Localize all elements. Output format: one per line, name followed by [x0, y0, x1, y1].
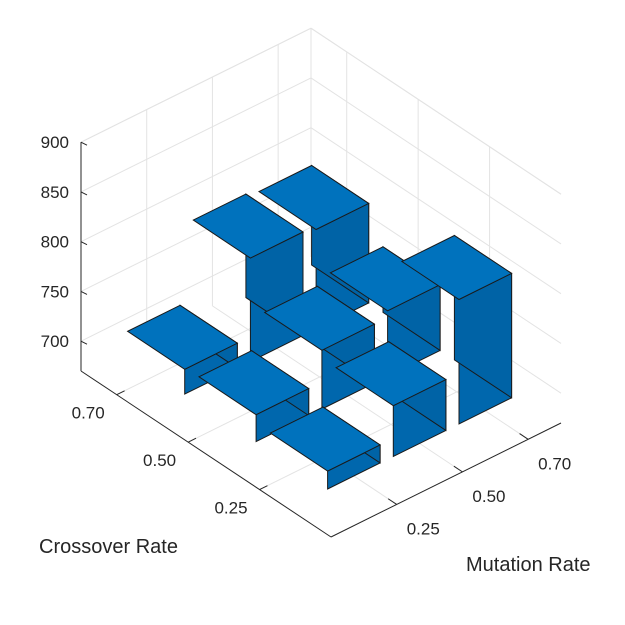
- bar: [269, 406, 382, 490]
- bar-top-face: [126, 304, 239, 370]
- bar: [400, 234, 513, 425]
- grid-wall-z: [310, 127, 562, 295]
- grid-top-edge: [80, 27, 312, 143]
- bar-top-face: [198, 350, 310, 416]
- axes: [80, 141, 562, 538]
- x-tick-label: 0.70: [538, 454, 571, 473]
- z-tick: [80, 241, 88, 246]
- x-tick: [519, 433, 529, 440]
- z-tick-label: 750: [41, 282, 69, 301]
- grid-top-edge: [310, 27, 562, 195]
- x-tick: [453, 465, 463, 473]
- x-axis-line: [330, 422, 562, 538]
- y-tick-label: 0.50: [143, 451, 176, 470]
- tick-labels: 700 750 800 850 900 0.25 0.50 0.70 0.25 0.50 0.70: [41, 133, 572, 538]
- bar-top-face: [400, 234, 513, 301]
- z-tick: [80, 290, 88, 295]
- y-tick: [187, 437, 197, 443]
- bars: [126, 164, 513, 490]
- bar: [329, 245, 442, 378]
- z-tick-label: 900: [41, 133, 69, 152]
- bar: [126, 304, 239, 395]
- z-tick: [80, 141, 88, 146]
- grid-wall-z: [80, 77, 312, 193]
- z-tick: [80, 191, 88, 196]
- z-tick-label: 800: [41, 233, 69, 252]
- x-tick: [387, 498, 397, 505]
- grid-wall-z: [80, 127, 312, 243]
- bar-top-face: [335, 341, 447, 407]
- y-tick: [259, 485, 268, 491]
- y-tick-label: 0.70: [72, 404, 105, 423]
- bar-top-face: [258, 164, 370, 231]
- z-tick-label: 700: [41, 332, 69, 351]
- x-axis-title: Mutation Rate: [466, 554, 591, 576]
- grid-wall-z: [310, 77, 562, 245]
- bar: [198, 349, 310, 443]
- bar-top-face: [192, 193, 304, 259]
- x-tick-label: 0.25: [407, 519, 440, 538]
- y-axis-title: Crossover Rate: [39, 536, 178, 558]
- z-tick-label: 850: [41, 183, 69, 202]
- bar: [335, 340, 447, 458]
- y-tick-label: 0.25: [214, 499, 247, 518]
- x-tick-label: 0.50: [472, 487, 505, 506]
- bar-top-face: [263, 285, 376, 351]
- bar-top-face: [329, 246, 442, 312]
- z-tick: [80, 340, 88, 345]
- y-axis-line: [80, 370, 332, 538]
- bar-top-face: [269, 406, 382, 472]
- grid-floor-y: [259, 375, 490, 491]
- y-tick: [116, 390, 125, 396]
